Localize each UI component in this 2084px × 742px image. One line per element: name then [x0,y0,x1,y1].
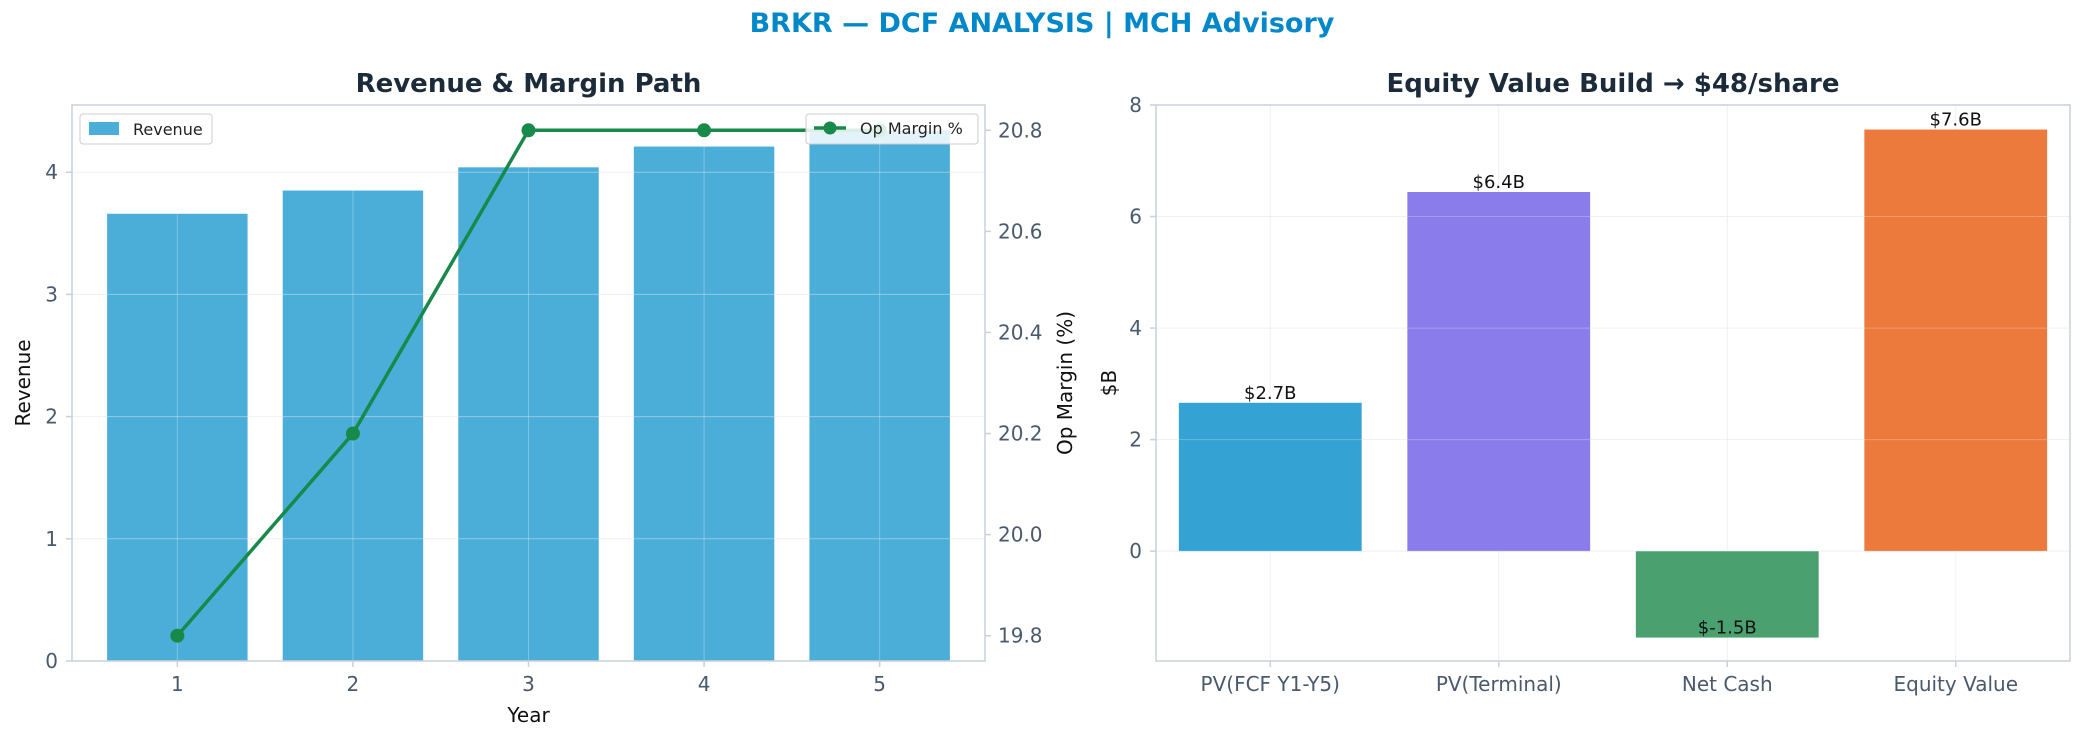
y-tick-label: 4 [1129,316,1142,340]
x-tick-label: 4 [698,672,711,696]
legend-label-op-margin: Op Margin % [860,119,963,138]
legend-label-revenue: Revenue [133,120,203,139]
figure-title: BRKR — DCF ANALYSIS | MCH Advisory [749,8,1335,39]
y2-tick-label: 20.4 [998,320,1043,344]
y-tick-label: 4 [45,160,58,184]
legend-marker-op-margin [823,121,837,135]
revenue-bar [633,146,775,662]
x-tick-label: 2 [347,672,360,696]
op-margin-point [697,123,712,138]
chart-title: Revenue & Margin Path [356,69,702,99]
x-tick-label: Equity Value [1893,672,2018,696]
revenue-bar [809,130,950,661]
y-tick-label: 0 [45,649,58,673]
y2-tick-label: 20.2 [998,422,1043,446]
y-tick-label: 3 [45,282,58,306]
revenue-bar [282,190,424,662]
equity-value-chart: $2.7B $6.4B $-1.5B $7.6B PV(FCF Y1-Y5) PV(Ter… [1097,69,2071,696]
equity-bar [1407,191,1591,552]
legend-swatch-revenue [89,122,119,135]
legend-box [79,113,213,145]
equity-bar [1864,129,2048,552]
y-tick-label: 6 [1129,205,1142,229]
revenue-bar [458,167,599,662]
x-tick-label: PV(FCF Y1-Y5) [1201,672,1340,696]
revenue-margin-chart: 1 2 3 4 5 0 1 2 3 4 19.8 20.0 20.2 20.4 20.6 20.8 Revenu… [11,69,1077,727]
x-tick-label: 1 [171,672,184,696]
x-tick-label: Net Cash [1682,672,1773,696]
data-label: $2.7B [1244,383,1296,404]
plot-frame [1155,104,2071,662]
op-margin-point [345,426,360,441]
data-label: $7.6B [1930,110,1982,131]
equity-bar [1635,551,1819,638]
y2-axis-label: Op Margin (%) [1053,311,1077,455]
y2-tick-label: 20.6 [998,219,1043,243]
equity-bar [1178,402,1362,552]
x-tick-label: 5 [873,672,886,696]
chart-title: Equity Value Build → $48/share [1387,69,1840,99]
op-margin-point [170,628,185,643]
x-tick-label: PV(Terminal) [1436,672,1562,696]
y-tick-label: 8 [1129,93,1142,117]
x-tick-label: 3 [522,672,535,696]
revenue-bar [107,213,248,661]
y-tick-label: 2 [45,405,58,429]
y-tick-label: 1 [45,527,58,551]
y-axis-label: Revenue [11,339,35,426]
data-label: $6.4B [1473,172,1525,193]
op-margin-point [521,123,536,138]
y2-tick-label: 20.0 [998,523,1043,547]
data-label: $-1.5B [1698,618,1757,639]
y2-tick-label: 19.8 [998,624,1043,648]
y-tick-label: 0 [1129,539,1142,563]
y-tick-label: 2 [1129,428,1142,452]
y-axis-label: $B [1097,370,1121,396]
y2-tick-label: 20.8 [998,118,1043,142]
x-axis-label: Year [506,703,550,727]
legend-box [805,113,979,145]
